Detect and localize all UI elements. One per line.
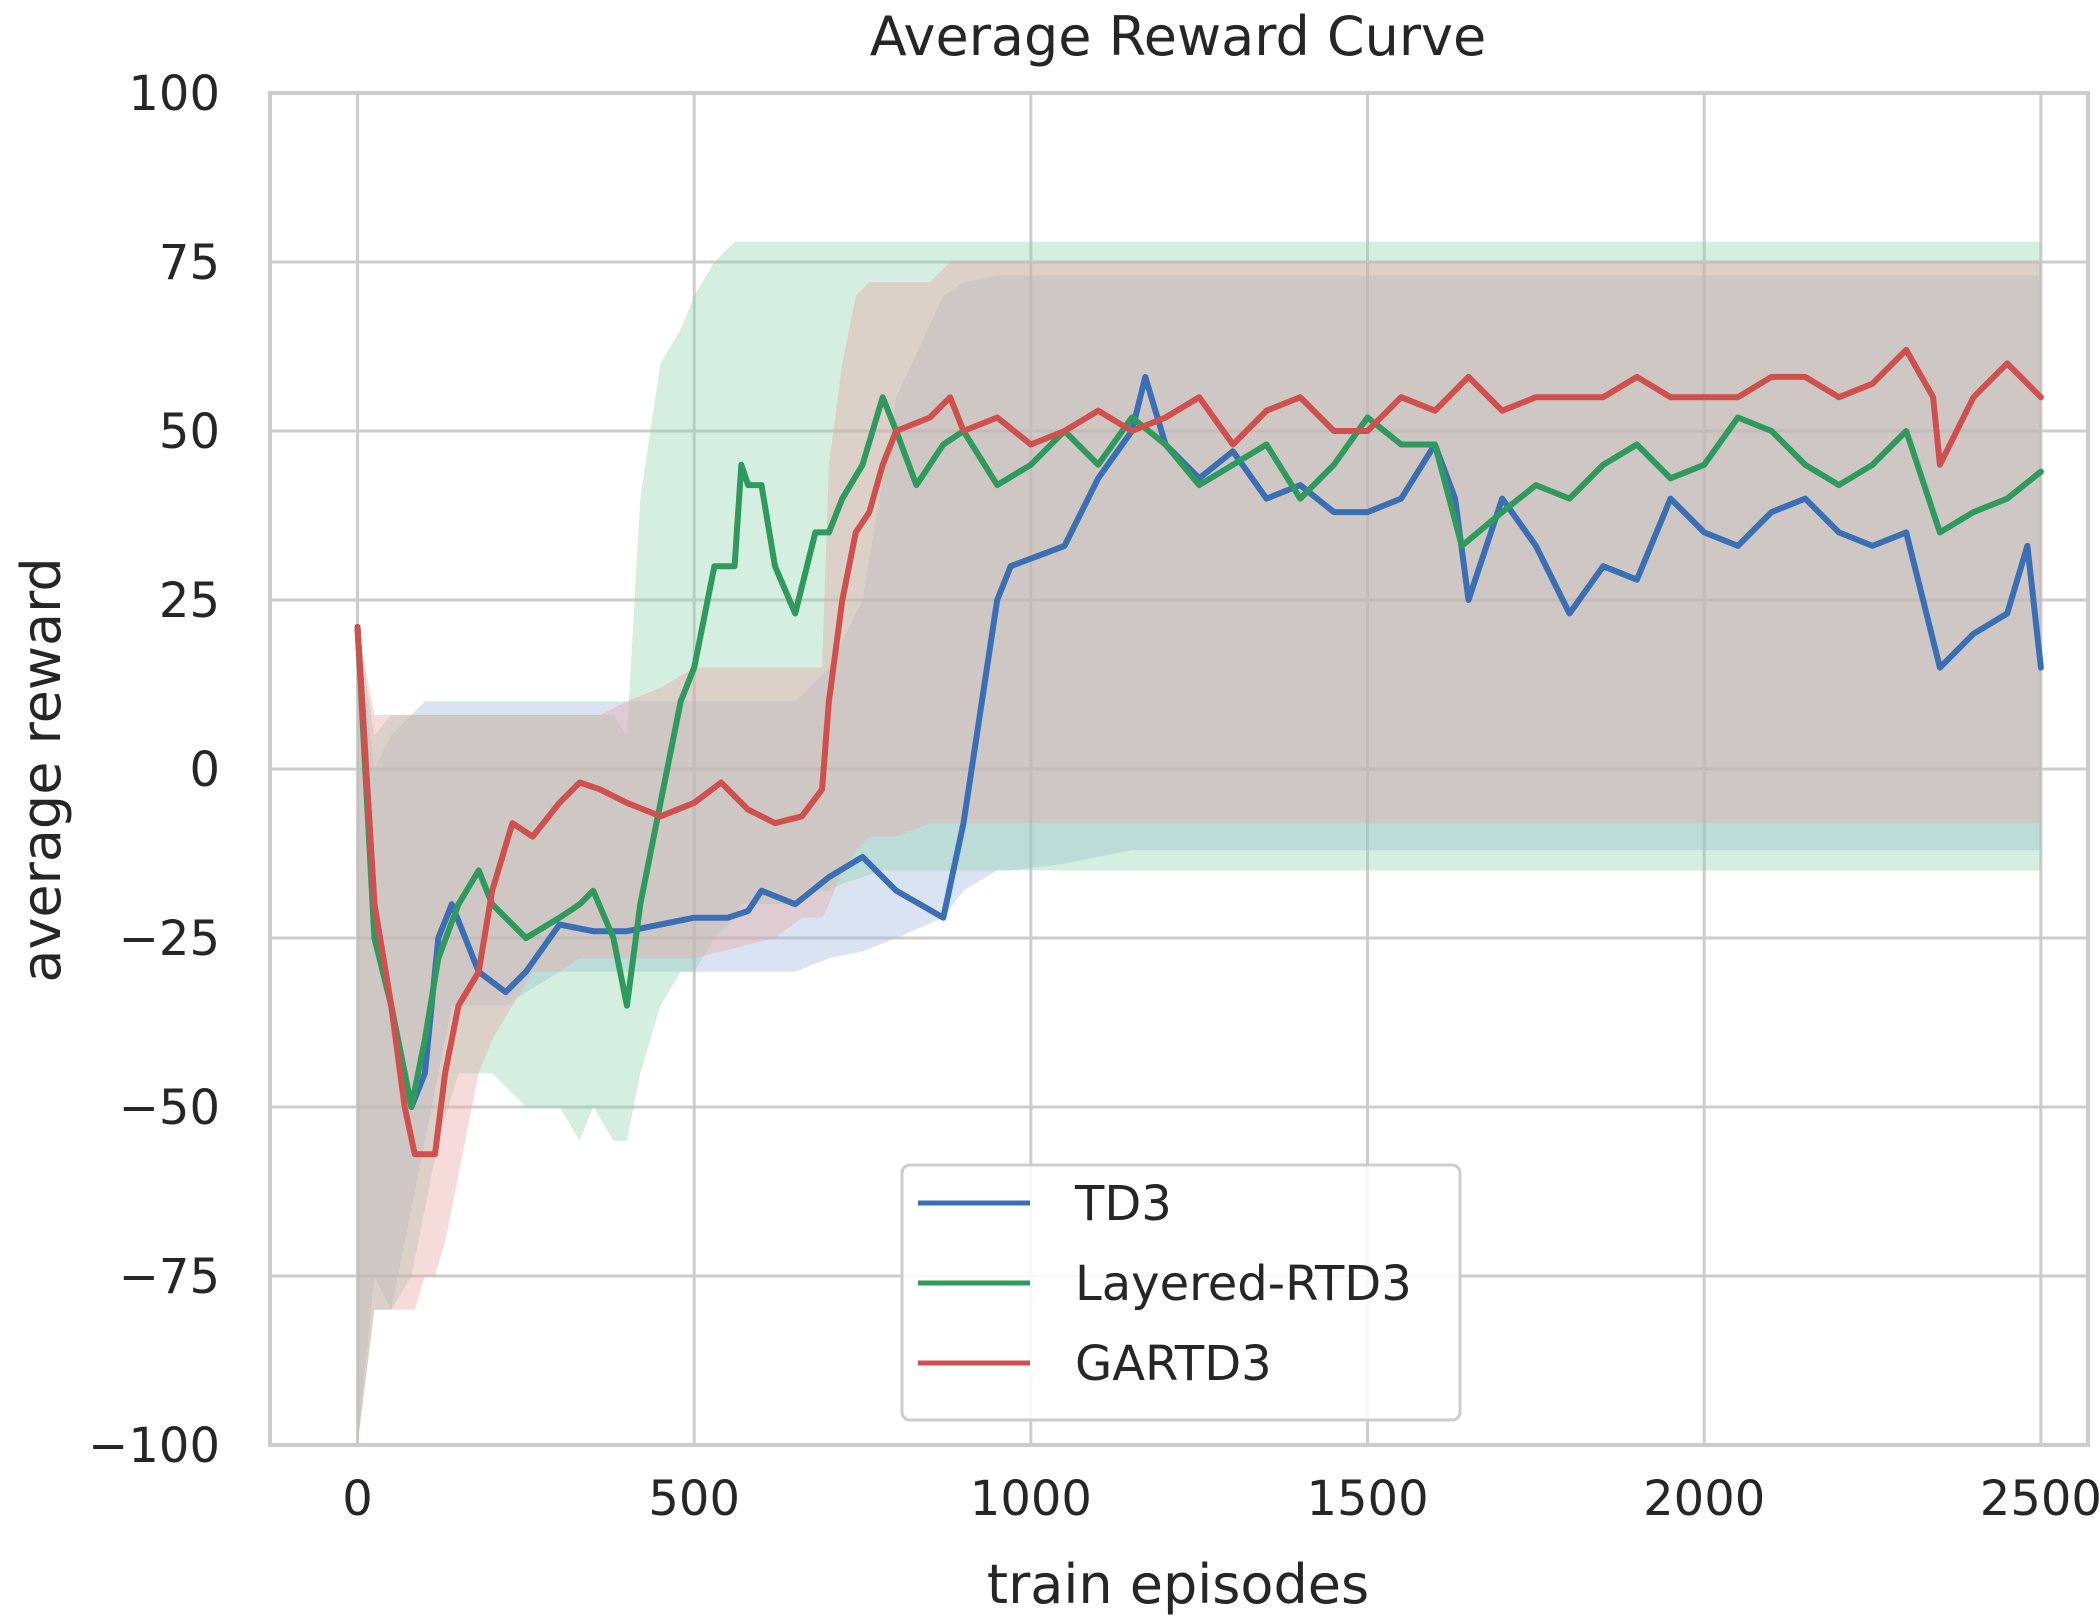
plot-frame: [268, 91, 2090, 1447]
x-tick-label: 0: [342, 1471, 373, 1527]
y-axis-label: average reward: [10, 557, 73, 982]
line-td3: [354, 373, 2044, 1110]
x-axis-label: train episodes: [987, 1553, 1369, 1616]
y-tick-label: −75: [119, 1249, 220, 1305]
line-gartd3: [354, 346, 2044, 1158]
y-tick-label: −100: [88, 1418, 220, 1474]
band-layered-rtd3: [357, 241, 2041, 1446]
legend-label-td3: TD3: [1074, 1176, 1172, 1232]
legend-box: [900, 1163, 1462, 1422]
y-tick-label: 100: [128, 66, 220, 122]
y-tick-label: 75: [159, 235, 220, 291]
confidence-bands: [357, 241, 2041, 1446]
x-tick-label: 1500: [1306, 1471, 1428, 1527]
legend-label-gartd3: GARTD3: [1075, 1336, 1272, 1392]
x-tick-label: 2500: [1980, 1471, 2100, 1527]
y-tick-label: −25: [119, 911, 220, 967]
band-gartd3: [357, 262, 2041, 1445]
legend-label-layered-rtd3: Layered-RTD3: [1075, 1256, 1412, 1312]
line-layered-rtd3: [354, 394, 2044, 1110]
y-tick-label: −50: [119, 1080, 220, 1136]
x-tick-label: 2000: [1643, 1471, 1765, 1527]
series-lines: [354, 346, 2044, 1158]
band-td3: [357, 275, 2041, 1445]
y-tick-label: 0: [189, 742, 220, 798]
chart-title: Average Reward Curve: [870, 5, 1487, 68]
x-tick-label: 1000: [970, 1471, 1092, 1527]
tick-labels: 0 500 1000 1500 2000 2500 −100 −75 −50 −25 0 25 50 75…: [88, 66, 2100, 1527]
x-tick-label: 500: [648, 1471, 740, 1527]
legend: TD3 Layered-RTD3 GARTD3: [900, 1163, 1462, 1422]
y-tick-label: 25: [159, 573, 220, 629]
y-tick-label: 50: [159, 404, 220, 460]
